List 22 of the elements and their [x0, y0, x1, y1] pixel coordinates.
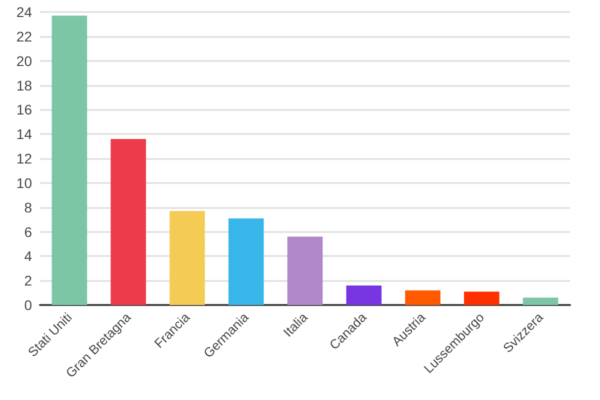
- y-tick-label: 10: [16, 174, 32, 191]
- bar: [464, 292, 500, 305]
- y-tick-label: 4: [24, 248, 32, 264]
- y-tick-label: 12: [16, 150, 32, 166]
- y-tick-label: 22: [16, 28, 32, 44]
- y-tick-label: 16: [16, 102, 32, 118]
- bar: [170, 210, 205, 305]
- y-tick-label: 20: [16, 52, 32, 69]
- bar: [228, 218, 264, 305]
- bar: [522, 298, 558, 305]
- y-tick-label: 14: [16, 126, 32, 142]
- bar: [287, 236, 323, 305]
- bar: [110, 138, 146, 305]
- bar: [405, 290, 440, 305]
- y-tick-label: 6: [24, 224, 32, 240]
- y-tick-label: 0: [24, 297, 32, 313]
- bar: [346, 285, 382, 305]
- y-tick-label: 2: [24, 272, 32, 289]
- y-tick-label: 8: [24, 199, 32, 216]
- y-tick-label: 24: [16, 4, 32, 20]
- bar: [52, 16, 88, 305]
- y-tick-label: 18: [16, 77, 32, 94]
